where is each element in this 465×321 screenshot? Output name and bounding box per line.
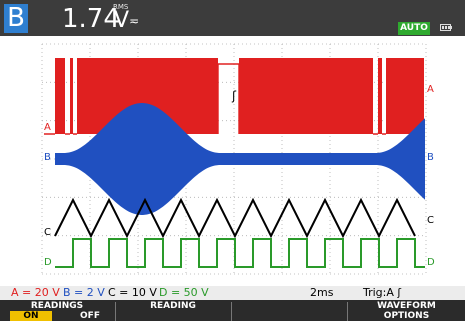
range-b: B = 2 V <box>63 286 105 299</box>
softkey-reading-title: READING <box>150 301 196 311</box>
softkey-blank-sub <box>232 311 346 321</box>
softkey-waveform-title: WAVEFORM <box>377 301 436 311</box>
softkey-waveform-sub: OPTIONS <box>383 311 430 321</box>
softkey-divider <box>347 302 348 321</box>
trace-label-b-right: B <box>427 152 434 163</box>
trace-label-b-left: B <box>44 152 51 163</box>
range-d: D = 50 V <box>159 286 209 299</box>
trace-label-c-right: C <box>427 215 434 226</box>
range-c: C = 10 V <box>108 286 157 299</box>
waveform-svg: ʃ A B C D A B C D <box>41 43 435 275</box>
trace-label-a-right: A <box>427 84 434 95</box>
input-b-badge[interactable]: B <box>4 4 28 33</box>
main-reading-unit: V <box>114 8 130 33</box>
softkey-bar: READINGS ON OFF READING WAVEFORM OPTIONS <box>0 300 465 321</box>
readings-off-option[interactable]: OFF <box>80 311 100 321</box>
rms-tag: RMS <box>113 3 129 11</box>
trace-label-d-right: D <box>427 257 435 268</box>
trigger-marker: ʃ <box>231 89 237 103</box>
range-a: A = 20 V <box>11 286 60 299</box>
trace-b <box>55 103 425 215</box>
softkey-divider <box>231 302 232 321</box>
timebase: 2ms <box>310 286 334 299</box>
trace-label-c-left: C <box>44 227 51 238</box>
softkey-readings-title: READINGS <box>30 301 84 311</box>
softkey-blank-title <box>232 301 346 311</box>
header-bar: B 1.74 RMS V ≂ AUTO <box>0 0 465 36</box>
softkey-blank[interactable] <box>232 301 346 321</box>
softkey-divider <box>115 302 116 321</box>
auto-badge: AUTO <box>398 22 430 35</box>
softkey-reading[interactable]: READING <box>116 301 230 321</box>
ac-dc-icon: ≂ <box>129 14 140 28</box>
trace-a-gaps <box>44 63 386 135</box>
trace-d <box>55 238 425 268</box>
softkey-waveform-options[interactable]: WAVEFORM OPTIONS <box>348 301 465 321</box>
trigger-status: Trig:A ʃ <box>363 286 402 299</box>
readings-on-option[interactable]: ON <box>10 311 52 321</box>
trace-label-d-left: D <box>44 257 52 268</box>
status-line: A = 20 V B = 2 V C = 10 V D = 50 V 2ms T… <box>0 286 465 300</box>
softkey-readings[interactable]: READINGS ON OFF <box>0 301 114 321</box>
trace-label-a-left: A <box>44 122 51 133</box>
battery-icon <box>440 24 452 31</box>
trace-c <box>54 197 416 239</box>
main-reading-value: 1.74 <box>62 4 120 34</box>
softkey-reading-sub <box>116 311 230 321</box>
waveform-display[interactable]: ʃ A B C D A B C D <box>0 36 465 286</box>
